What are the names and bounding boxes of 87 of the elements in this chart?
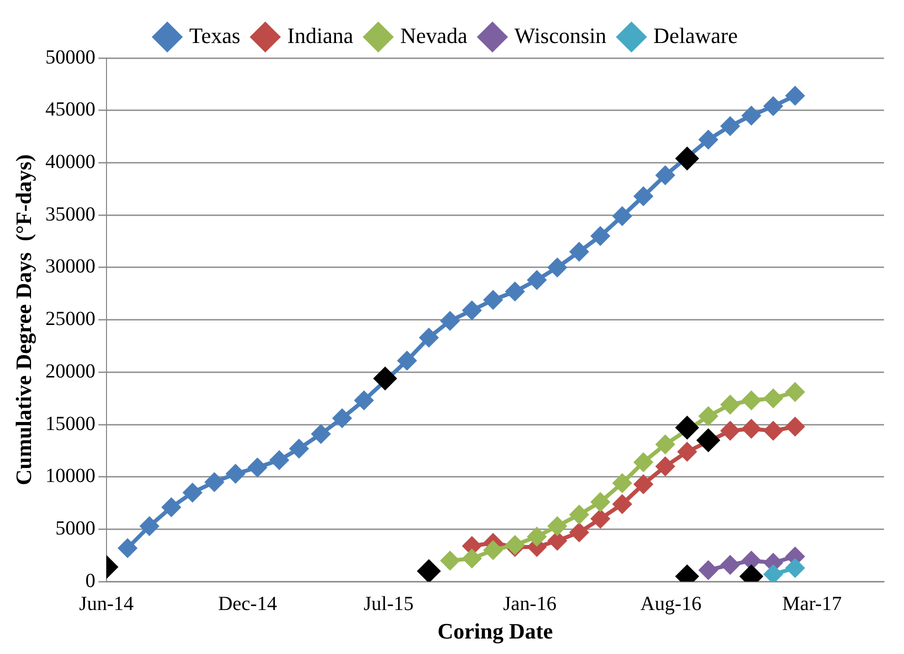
point <box>547 516 568 536</box>
point <box>569 242 590 262</box>
point <box>698 560 718 580</box>
point <box>655 456 676 476</box>
y-axis-title: Cumulative Degree Days (°F-days) <box>10 154 36 486</box>
point <box>416 559 441 582</box>
point <box>547 257 568 278</box>
point <box>310 424 331 444</box>
point <box>182 482 202 503</box>
y-tick-label: 35000 <box>45 203 96 226</box>
y-tick-label: 30000 <box>45 256 96 278</box>
point <box>569 504 590 525</box>
y-tick-label: 40000 <box>45 150 96 173</box>
point <box>612 473 632 494</box>
point <box>440 310 460 331</box>
legend-label: Wisconsin <box>514 22 606 48</box>
point <box>655 165 676 186</box>
point <box>118 538 138 558</box>
point <box>418 328 439 348</box>
point <box>785 416 806 437</box>
point <box>590 508 610 529</box>
point <box>483 290 504 310</box>
point <box>483 540 504 560</box>
point <box>677 442 698 462</box>
point <box>462 300 482 320</box>
y-tick-label: 10000 <box>45 465 96 488</box>
point <box>373 366 398 390</box>
point <box>763 420 784 441</box>
point <box>269 450 290 470</box>
point <box>396 350 417 371</box>
point <box>675 416 700 440</box>
point <box>440 550 460 571</box>
point <box>741 418 762 439</box>
y-tick-label: 20000 <box>45 360 96 382</box>
x-tick-label: Jan-16 <box>503 592 556 615</box>
point <box>247 457 268 478</box>
point <box>526 270 547 290</box>
point <box>139 516 160 536</box>
point <box>785 382 806 402</box>
point <box>526 526 547 547</box>
legend-label: Texas <box>189 22 240 48</box>
point <box>698 130 718 150</box>
point <box>785 558 806 578</box>
point <box>569 522 590 542</box>
point <box>655 434 676 454</box>
point <box>675 146 700 171</box>
point <box>741 106 762 126</box>
point <box>720 394 740 415</box>
point <box>720 554 740 575</box>
point <box>289 438 310 459</box>
legend-label: Nevada <box>400 22 468 48</box>
point <box>785 86 806 106</box>
x-tick-label: Aug-16 <box>640 592 702 615</box>
x-tick-label: Jun-14 <box>79 592 134 615</box>
y-tick-label: 25000 <box>45 308 96 330</box>
point <box>332 408 352 428</box>
point <box>633 474 654 494</box>
point <box>590 226 610 246</box>
point <box>696 428 720 452</box>
point <box>204 472 224 492</box>
point <box>763 388 784 408</box>
x-tick-label: Jul-15 <box>364 592 414 615</box>
point <box>612 206 632 226</box>
point <box>462 548 482 569</box>
y-tick-label: 5000 <box>55 517 96 540</box>
legend-label: Indiana <box>287 22 354 48</box>
point <box>720 116 740 136</box>
y-tick-label: 15000 <box>45 412 96 435</box>
y-tick-label: 45000 <box>45 98 96 121</box>
point <box>763 96 784 116</box>
point <box>504 282 525 302</box>
x-axis-title: Coring Date <box>437 618 554 644</box>
point <box>161 497 182 518</box>
point <box>720 420 740 441</box>
point <box>354 390 374 410</box>
point <box>633 452 654 472</box>
x-tick-label: Mar-17 <box>782 592 842 615</box>
point <box>633 186 654 206</box>
point <box>741 390 762 410</box>
x-tick-label: Dec-14 <box>218 592 277 615</box>
y-tick-label: 50000 <box>45 46 96 68</box>
point <box>612 494 632 514</box>
point <box>698 406 718 426</box>
y-tick-label: 0 <box>85 570 96 592</box>
point <box>590 492 610 512</box>
point <box>226 464 246 484</box>
legend-label: Delaware <box>653 22 738 48</box>
